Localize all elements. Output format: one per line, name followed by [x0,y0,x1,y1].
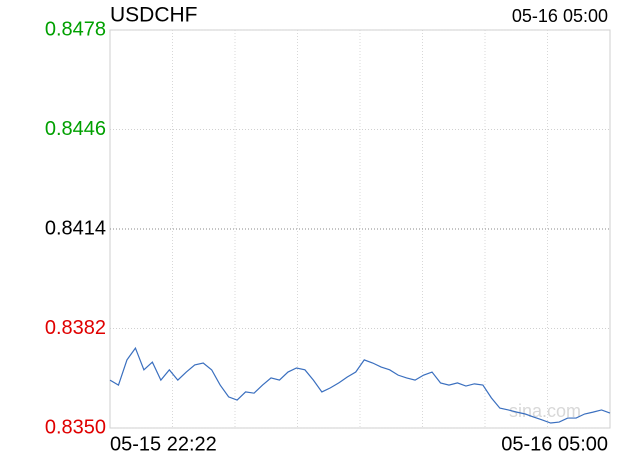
y-tick-label: 0.8478 [45,18,106,40]
y-tick-label: 0.8414 [45,217,106,239]
x-end-label: 05-16 05:00 [501,433,608,455]
y-tick-label: 0.8382 [45,317,106,339]
y-tick-label: 0.8350 [45,416,106,438]
timestamp: 05-16 05:00 [512,6,608,26]
price-line [109,346,611,424]
watermark: sina.com [509,401,581,421]
chart-title: USDCHF [110,4,198,27]
x-start-label: 05-15 22:22 [110,433,217,455]
y-tick-label: 0.8446 [45,118,106,140]
